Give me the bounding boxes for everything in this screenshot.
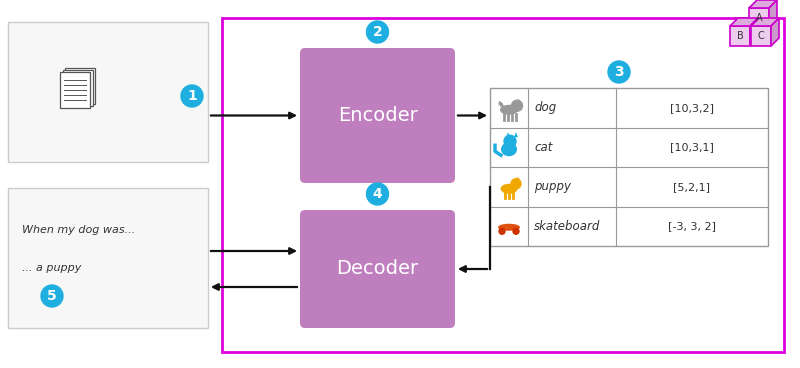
Text: 4: 4 bbox=[373, 187, 382, 201]
Text: skateboard: skateboard bbox=[534, 220, 600, 233]
Ellipse shape bbox=[498, 224, 520, 231]
Ellipse shape bbox=[501, 142, 517, 156]
Text: 1: 1 bbox=[187, 89, 197, 103]
Bar bbox=[751, 26, 771, 46]
Polygon shape bbox=[730, 18, 758, 26]
Polygon shape bbox=[749, 0, 777, 8]
Bar bbox=[8, 188, 208, 328]
Polygon shape bbox=[769, 0, 777, 28]
Text: When my dog was...: When my dog was... bbox=[22, 225, 135, 235]
Text: [10,3,1]: [10,3,1] bbox=[670, 142, 714, 152]
Ellipse shape bbox=[500, 105, 518, 115]
Bar bbox=[60, 72, 90, 108]
Circle shape bbox=[366, 183, 389, 205]
Circle shape bbox=[513, 228, 519, 234]
Text: 3: 3 bbox=[614, 65, 624, 79]
Bar bbox=[730, 26, 750, 46]
Circle shape bbox=[504, 135, 516, 147]
Text: Encoder: Encoder bbox=[338, 106, 418, 125]
Polygon shape bbox=[751, 18, 779, 26]
FancyBboxPatch shape bbox=[300, 210, 455, 328]
Circle shape bbox=[41, 285, 63, 307]
Polygon shape bbox=[506, 132, 510, 137]
Text: dog: dog bbox=[534, 101, 556, 114]
Bar bbox=[222, 18, 784, 352]
FancyBboxPatch shape bbox=[300, 48, 455, 183]
Text: [10,3,2]: [10,3,2] bbox=[670, 103, 714, 113]
Circle shape bbox=[608, 61, 630, 83]
Text: [-3, 3, 2]: [-3, 3, 2] bbox=[668, 221, 716, 231]
Text: 2: 2 bbox=[373, 25, 382, 39]
Text: C: C bbox=[758, 31, 764, 41]
Bar bbox=[749, 8, 769, 28]
Text: A: A bbox=[756, 13, 762, 23]
Text: cat: cat bbox=[534, 141, 552, 154]
Circle shape bbox=[511, 100, 522, 111]
Text: 5: 5 bbox=[47, 289, 57, 303]
Circle shape bbox=[511, 179, 521, 189]
Circle shape bbox=[181, 85, 203, 107]
Bar bbox=[490, 88, 768, 246]
Polygon shape bbox=[771, 18, 779, 46]
Ellipse shape bbox=[518, 99, 521, 104]
Text: puppy: puppy bbox=[534, 180, 571, 193]
Circle shape bbox=[499, 228, 505, 234]
Circle shape bbox=[366, 21, 389, 43]
Text: Decoder: Decoder bbox=[337, 259, 418, 279]
Text: [5,2,1]: [5,2,1] bbox=[674, 182, 710, 192]
Text: ... a puppy: ... a puppy bbox=[22, 263, 82, 273]
Ellipse shape bbox=[517, 177, 519, 182]
Bar bbox=[8, 22, 208, 162]
Polygon shape bbox=[514, 132, 518, 137]
Bar bbox=[62, 70, 93, 106]
Text: B: B bbox=[737, 31, 743, 41]
Ellipse shape bbox=[501, 184, 518, 194]
Bar bbox=[65, 68, 95, 104]
Polygon shape bbox=[750, 18, 758, 46]
